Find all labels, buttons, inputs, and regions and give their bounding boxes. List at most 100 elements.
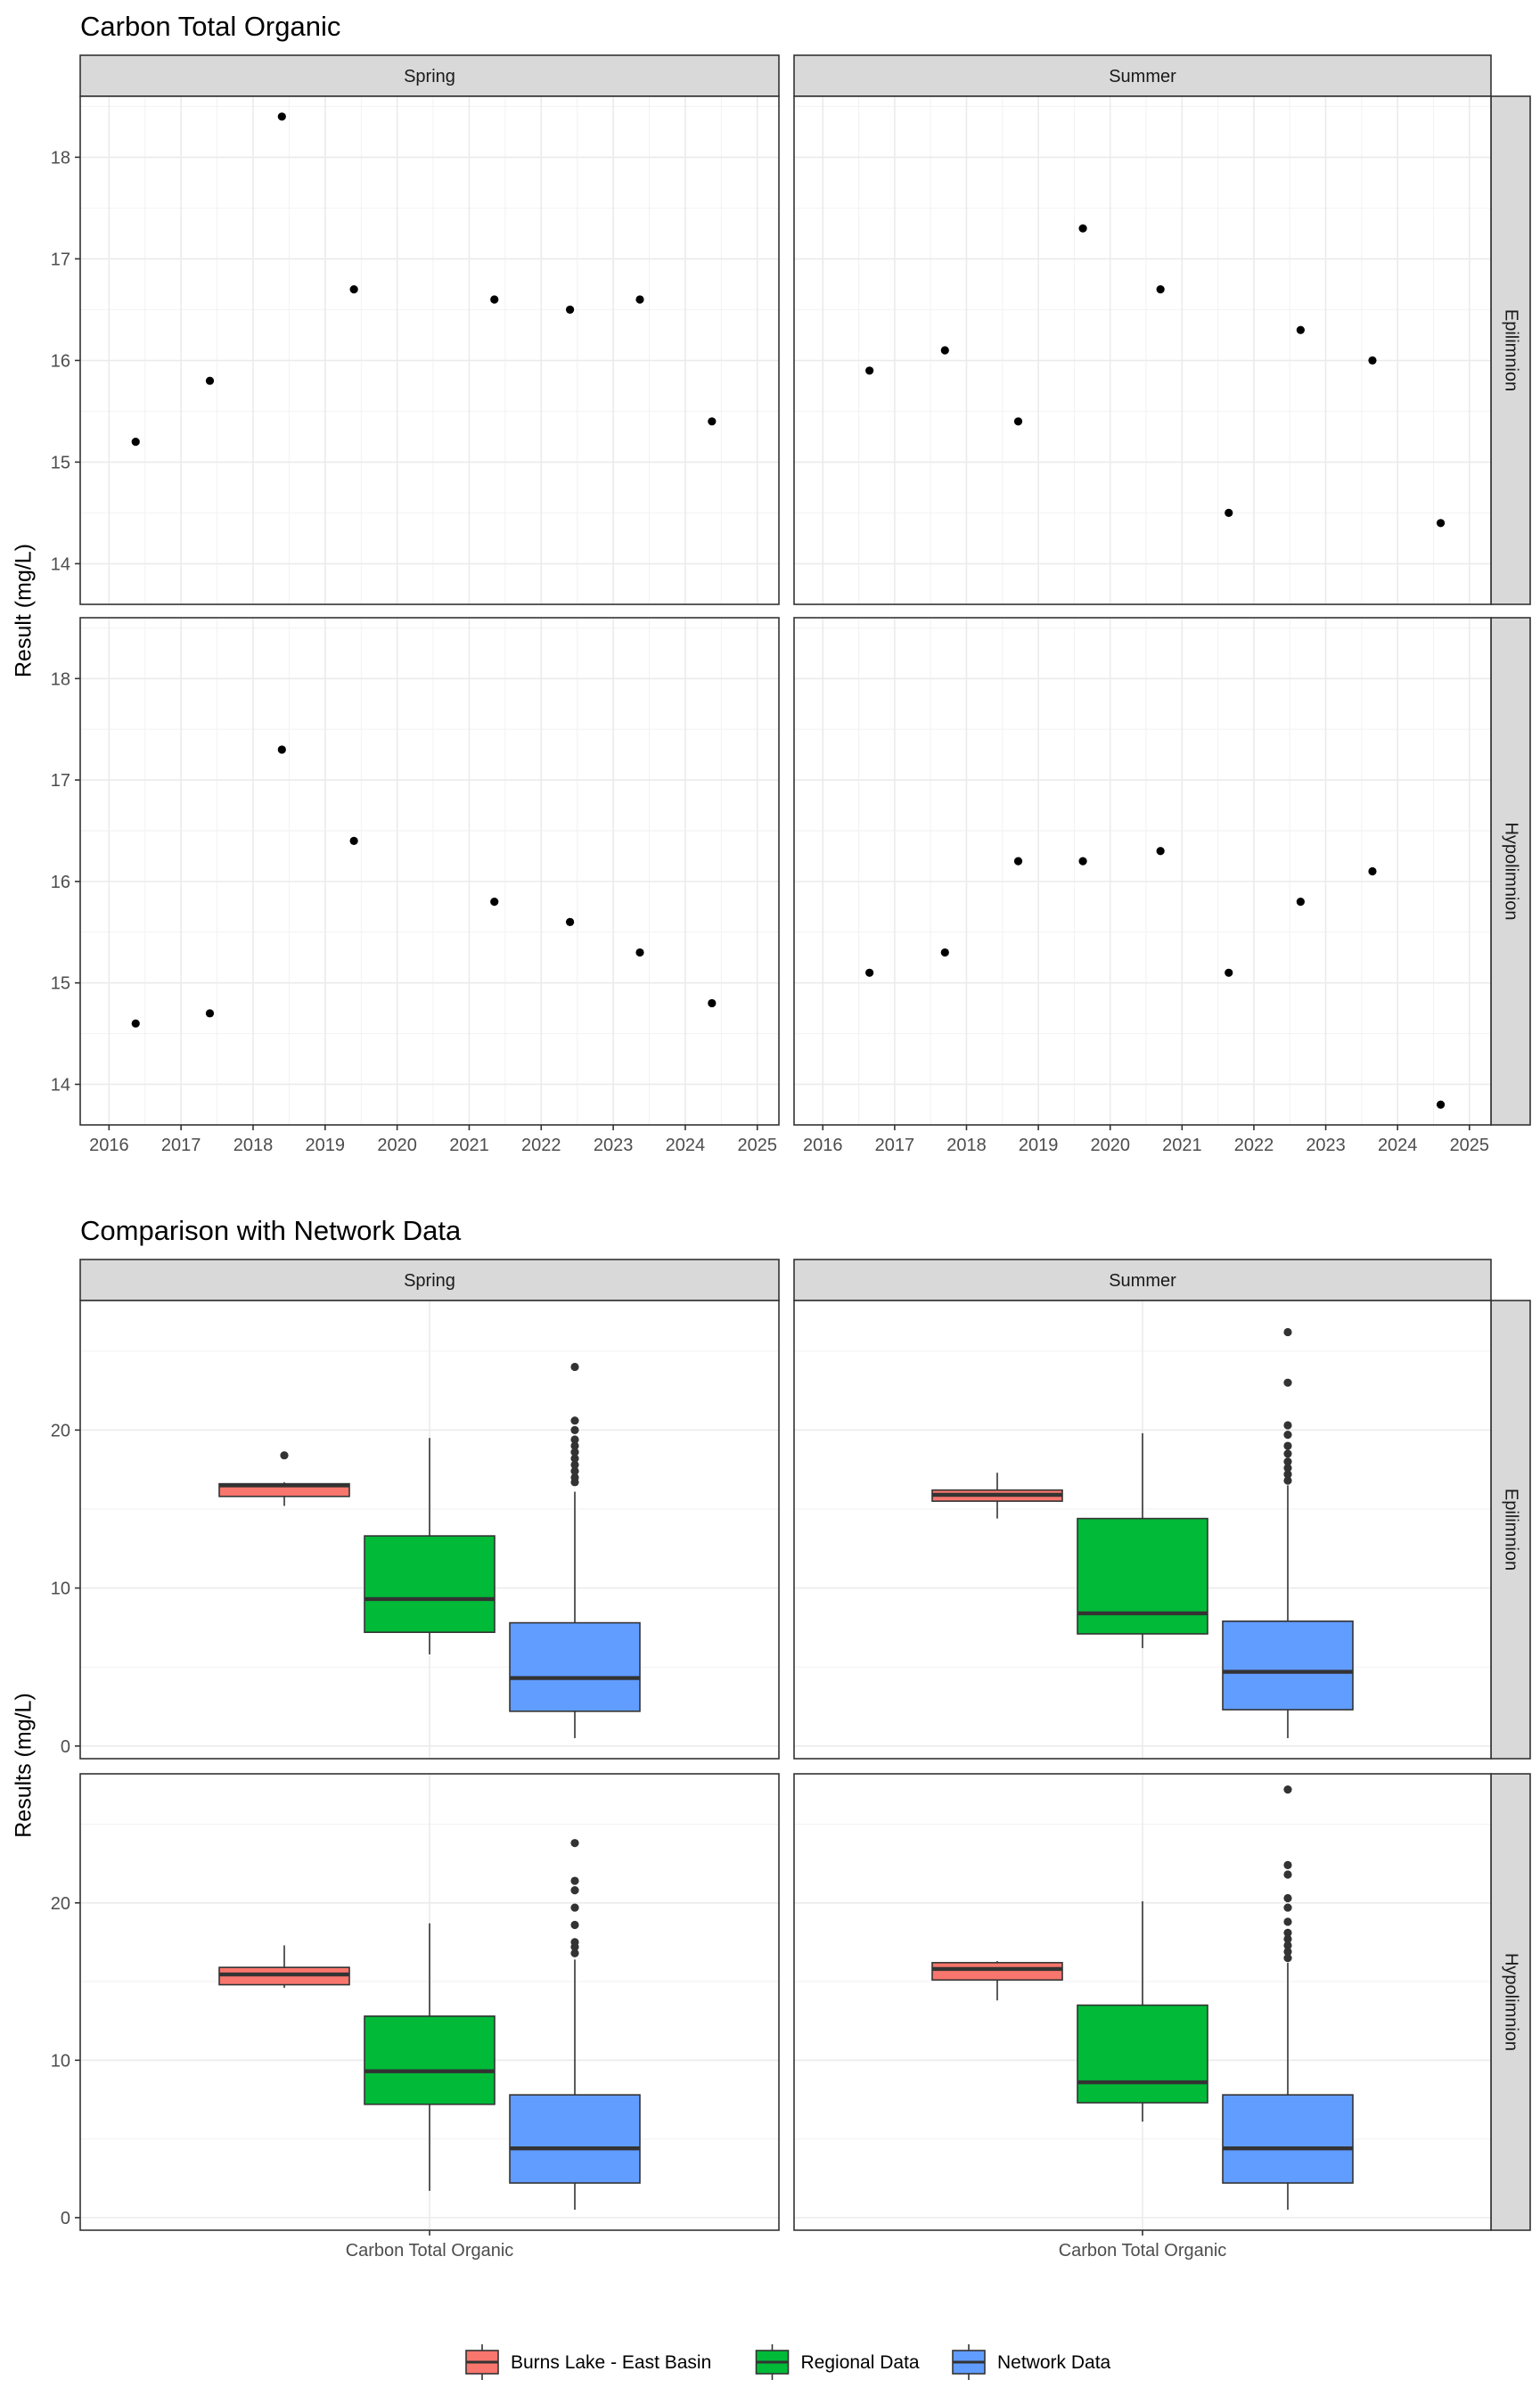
data-point <box>1013 417 1023 426</box>
y-tick-label: 18 <box>51 669 70 689</box>
box-regional-data <box>364 1438 496 1655</box>
panel-border <box>79 95 780 605</box>
panel-border <box>793 95 1492 605</box>
outlier-point <box>570 1876 579 1885</box>
x-tick-label: 2017 <box>161 1136 201 1155</box>
data-point <box>277 745 286 754</box>
data-point <box>349 836 358 845</box>
legend-item <box>952 2344 986 2380</box>
outlier-point <box>1283 1947 1292 1957</box>
data-point <box>708 417 717 426</box>
outlier-point <box>280 1451 289 1460</box>
box-body <box>509 1621 641 1712</box>
outlier-point <box>1283 1476 1292 1485</box>
x-tick-label: 2022 <box>1234 1136 1274 1155</box>
data-point <box>865 366 874 375</box>
data-point <box>566 917 575 926</box>
facet-strip-top <box>79 54 780 97</box>
data-point <box>1296 898 1305 907</box>
y-tick-label: 20 <box>51 1421 70 1440</box>
box-body <box>509 2094 641 2184</box>
outlier-point <box>1283 1860 1292 1869</box>
y-tick-label: 0 <box>61 2209 70 2228</box>
outlier-point <box>570 1460 579 1469</box>
outlier-point <box>570 1454 579 1463</box>
y-tick-label: 15 <box>51 974 70 994</box>
x-tick-label: 2022 <box>521 1136 561 1155</box>
facet-strip-top <box>793 54 1492 97</box>
y-tick-label: 10 <box>51 2051 70 2071</box>
x-tick-label: Carbon Total Organic <box>1059 2241 1227 2261</box>
x-tick-label: 2023 <box>1306 1136 1346 1155</box>
x-tick-label: 2023 <box>594 1136 634 1155</box>
data-point <box>1013 857 1023 866</box>
outlier-point <box>570 1839 579 1848</box>
facet-strip-label: Hypolimnion <box>1502 822 1521 920</box>
facet-strip-side <box>1490 1773 1531 2231</box>
facet-strip-side <box>1490 95 1531 605</box>
x-tick-label: 2024 <box>1378 1136 1418 1155</box>
x-tick-label: 2024 <box>666 1136 706 1155</box>
y-tick-label: 10 <box>51 1580 70 1599</box>
outlier-point <box>570 1938 579 1947</box>
x-tick-label: 2019 <box>1019 1136 1059 1155</box>
data-point <box>490 295 499 304</box>
x-tick-label: 2025 <box>1450 1136 1490 1155</box>
y-axis-label: Result (mg/L) <box>12 544 37 677</box>
x-tick-label: 2020 <box>1090 1136 1130 1155</box>
x-tick-label: Carbon Total Organic <box>346 2241 514 2261</box>
outlier-point <box>1283 1893 1292 1903</box>
x-tick-label: 2017 <box>875 1136 915 1155</box>
outlier-point <box>1283 1928 1292 1937</box>
outlier-point <box>570 1886 579 1895</box>
outlier-point <box>570 1441 579 1450</box>
box-regional-data <box>364 1923 496 2191</box>
chart-title: Comparison with Network Data <box>80 1215 462 1246</box>
box-body <box>364 1535 496 1634</box>
legend-item <box>465 2344 499 2380</box>
outlier-point <box>1283 1953 1292 1963</box>
panel-border <box>79 1300 780 1760</box>
facet-strip-label: Spring <box>404 67 455 86</box>
data-point <box>1156 285 1165 294</box>
data-point <box>1296 325 1305 334</box>
facet-strip-label: Summer <box>1109 67 1176 86</box>
outlier-point <box>1283 1327 1292 1337</box>
x-tick-label: 2018 <box>233 1136 274 1155</box>
outlier-point <box>1283 1941 1292 1950</box>
outlier-point <box>1283 1785 1292 1794</box>
outlier-point <box>570 1362 579 1372</box>
box-body <box>364 2015 496 2105</box>
outlier-point <box>570 1435 579 1444</box>
data-point <box>1368 866 1377 876</box>
data-point <box>1225 968 1233 977</box>
data-point <box>865 968 874 977</box>
legend-label: Burns Lake - East Basin <box>511 2352 711 2373</box>
panel-background <box>794 96 1491 604</box>
box-network-data <box>509 1839 641 2211</box>
legend-label: Regional Data <box>801 2352 920 2373</box>
data-point <box>1368 356 1377 365</box>
legend-label: Network Data <box>997 2352 1111 2373</box>
box-body <box>1222 2094 1354 2184</box>
x-tick-label: 2021 <box>449 1136 489 1155</box>
facet-strip-side <box>1490 1300 1531 1760</box>
data-point <box>1078 224 1087 233</box>
outlier-point <box>1283 1464 1292 1473</box>
box-burns-lake-east-basin <box>931 1961 1063 2001</box>
x-tick-label: 2018 <box>946 1136 987 1155</box>
outlier-point <box>1283 1431 1292 1440</box>
x-tick-label: 2016 <box>89 1136 129 1155</box>
box-body <box>931 1962 1063 1982</box>
facet-strip-side <box>1490 617 1531 1126</box>
panel-background <box>794 618 1491 1125</box>
box-burns-lake-east-basin <box>218 1945 350 1989</box>
x-tick-label: 2020 <box>377 1136 417 1155</box>
outlier-point <box>1283 1934 1292 1943</box>
panel-border <box>793 1300 1492 1760</box>
outlier-point <box>570 1416 579 1425</box>
outlier-point <box>570 1920 579 1930</box>
box-network-data <box>509 1362 641 1738</box>
